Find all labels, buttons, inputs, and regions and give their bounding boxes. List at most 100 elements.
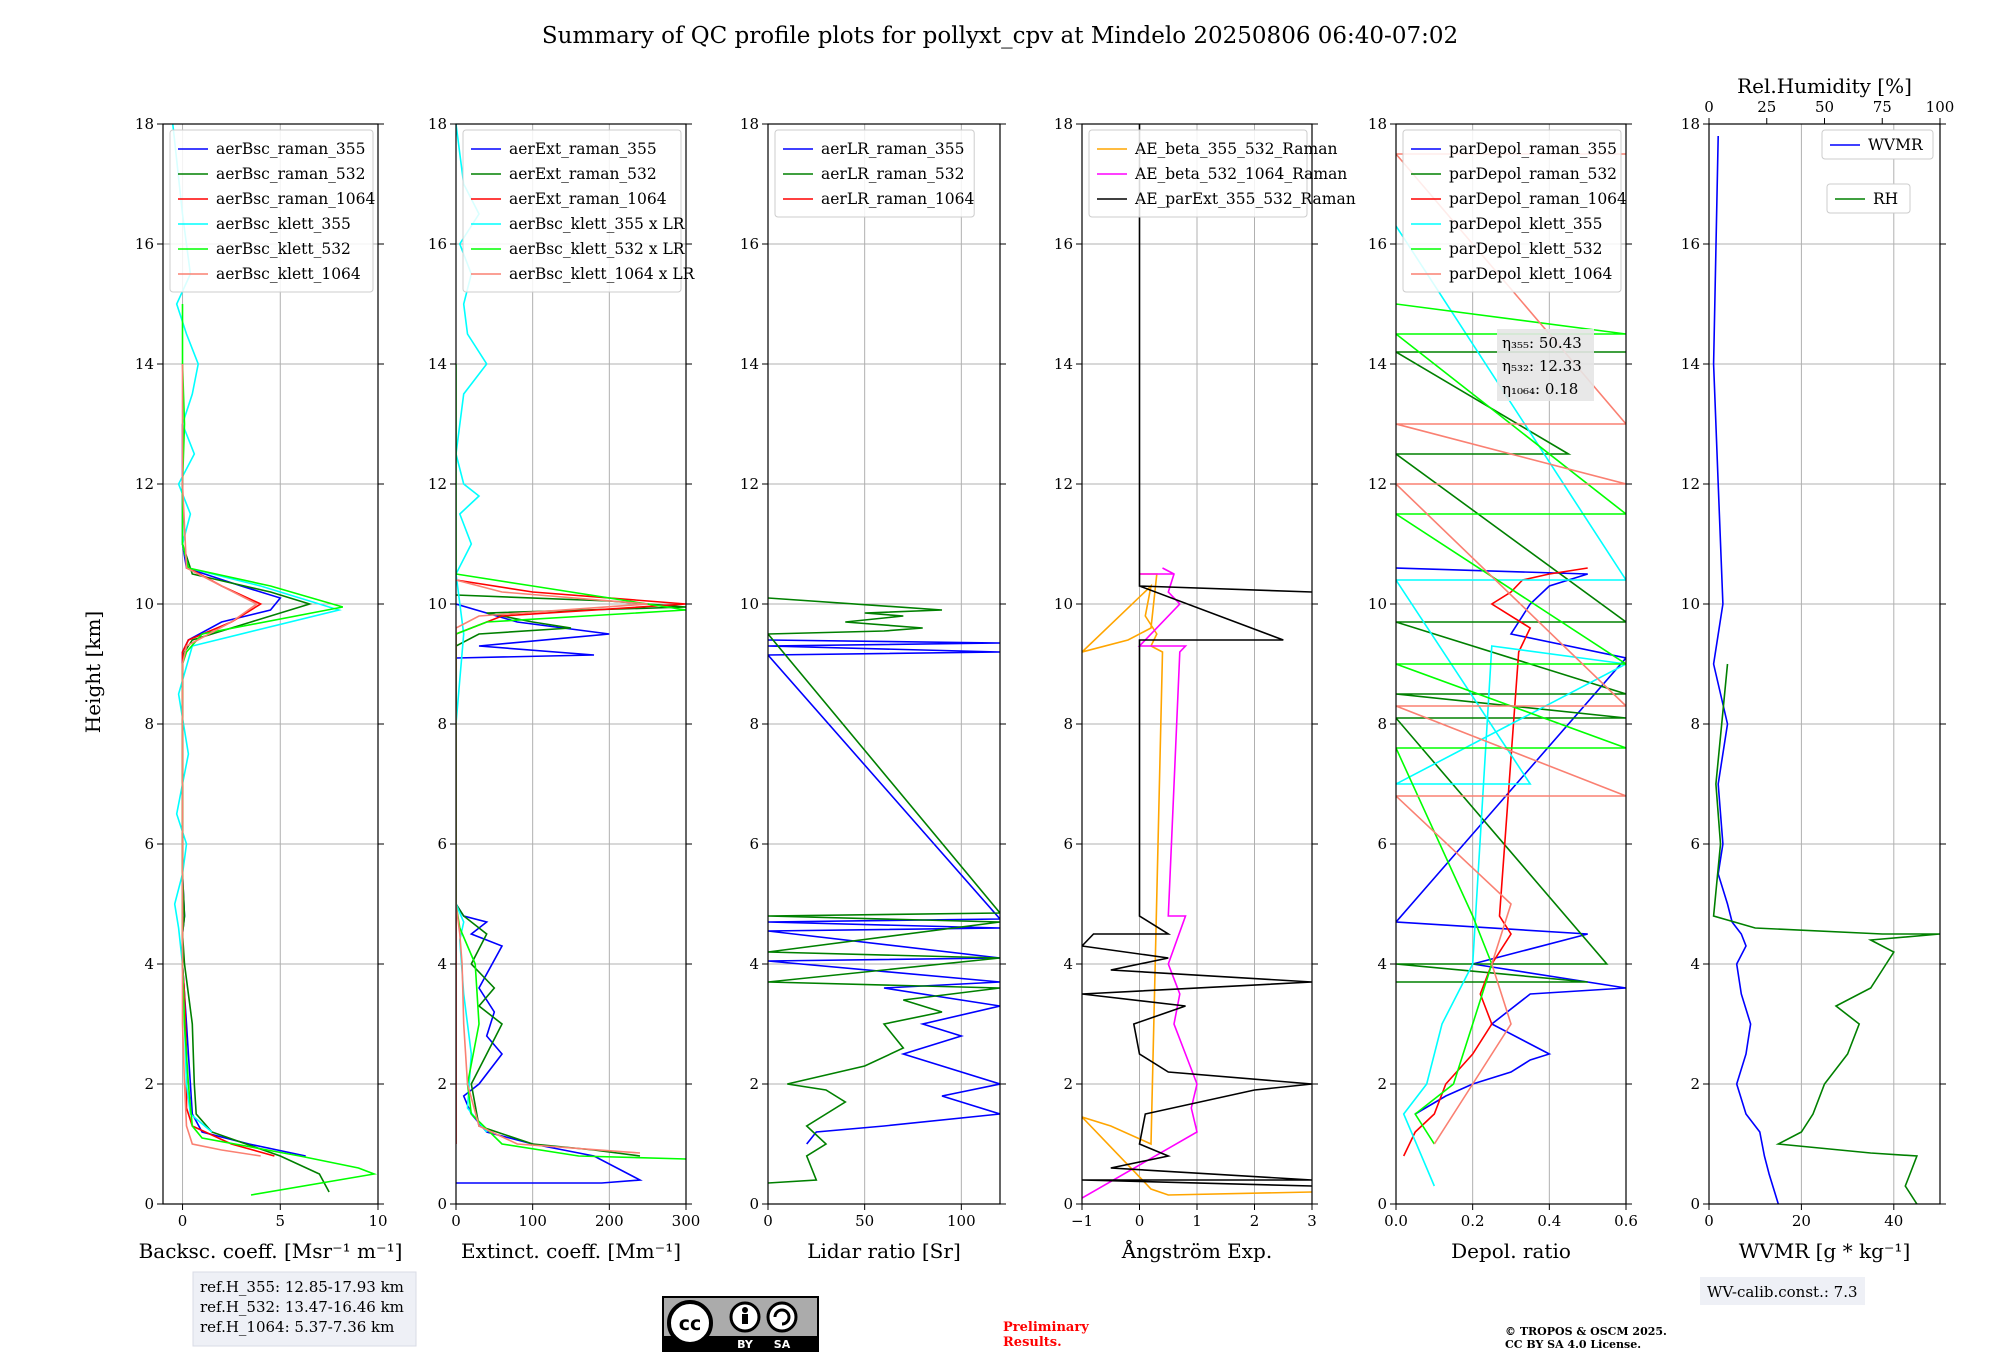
x-tick-label-2: 200	[595, 1212, 624, 1230]
y-tick-label-2: 4	[1377, 955, 1387, 973]
y-tick-label-3: 6	[144, 835, 154, 853]
chart-bsc: 0 5 10 0 2 4 6 8 10 12 14 16 18 Backsc. coeff. [Msr⁻¹…	[135, 115, 402, 1263]
x-axis-label: Ångström Exp.	[1121, 1238, 1272, 1263]
series-line-aerBsc_klett_1064	[181, 364, 261, 1157]
legend-label-0: WVMR	[1868, 136, 1924, 154]
preliminary-line2: Results.	[1003, 1335, 1062, 1350]
y-tick-label-5: 10	[740, 595, 759, 613]
y-tick-label-6: 12	[1681, 475, 1700, 493]
ref-height-box-bg	[192, 1271, 417, 1347]
y-tick-label-3: 6	[749, 835, 759, 853]
wv-calib-text: WV-calib.const.: 7.3	[1707, 1283, 1858, 1301]
legend-label-1: aerExt_raman_532	[509, 165, 657, 183]
legend-label-0: AE_beta_355_532_Raman	[1134, 140, 1337, 158]
axes-frame	[767, 123, 1001, 1205]
y-tick-label-9: 18	[428, 115, 447, 133]
chart-series-group	[1396, 153, 1626, 1187]
eta-label-2: η₁₀₆₄: 0.18	[1502, 380, 1578, 398]
series-line-parDepol_raman_355	[1396, 567, 1626, 1115]
x-tick-label-0: 0	[451, 1212, 461, 1230]
legend-label-5: parDepol_klett_1064	[1449, 265, 1612, 283]
legend-label-3: aerBsc_klett_355	[216, 215, 351, 233]
legend-label-2: AE_parExt_355_532_Raman	[1134, 190, 1356, 208]
x-tick-label-1: 50	[855, 1212, 874, 1230]
y-tick-label-7: 14	[1054, 355, 1073, 373]
y-tick-label-1: 2	[1063, 1075, 1073, 1093]
chart-series-group	[172, 124, 378, 1196]
x-tick-label-0: 0	[178, 1212, 188, 1230]
chart-series-group	[1712, 135, 1940, 1204]
y-tick-label-0: 0	[1063, 1195, 1073, 1213]
y-tick-label-8: 16	[1054, 235, 1073, 253]
legend-label-3: parDepol_klett_355	[1449, 215, 1602, 233]
x2-axis-label: Rel.Humidity [%]	[1737, 74, 1912, 98]
legend-box	[1088, 129, 1308, 218]
x-tick-label-1: 100	[518, 1212, 547, 1230]
legend-box	[169, 129, 374, 293]
axes-frame	[1395, 123, 1627, 1205]
legend-label-4: parDepol_klett_532	[1449, 240, 1602, 258]
chart-series-group	[768, 597, 1000, 1184]
y-tick-label-7: 14	[1368, 355, 1387, 373]
y-tick-label-2: 4	[1063, 955, 1073, 973]
series-line-aerLR_raman_532	[768, 597, 1000, 1184]
chart-wv: 0 20 40 0 2 4 6 8 10 12 14 16 18 WVMR [g * kg⁻¹] 0 25 50…	[1681, 74, 1954, 1263]
legend-label-1: aerBsc_raman_532	[216, 165, 366, 183]
y-tick-label-9: 18	[1681, 115, 1700, 133]
y-tick-label-0: 0	[437, 1195, 447, 1213]
x-tick-label-3: 300	[672, 1212, 701, 1230]
series-line-WVMR	[1712, 135, 1780, 1204]
y-tick-label-3: 6	[437, 835, 447, 853]
series-line-parDepol_raman_532	[1396, 351, 1626, 983]
chart-series-group	[456, 124, 686, 1184]
legend-box-0	[1821, 129, 1934, 160]
legend-label-5: aerBsc_klett_1064	[216, 265, 361, 283]
legend-label-4: aerBsc_klett_532	[216, 240, 351, 258]
axes-frame	[1708, 123, 1941, 1205]
y-tick-label-4: 8	[437, 715, 447, 733]
x-tick-label-1: 20	[1792, 1212, 1811, 1230]
x-tick-label-0: 0	[763, 1212, 773, 1230]
cc-icon	[667, 1300, 713, 1346]
y-tick-label-0: 0	[749, 1195, 759, 1213]
series-line-parDepol_klett_355	[1396, 225, 1626, 1187]
legend-label-1: parDepol_raman_532	[1449, 165, 1617, 183]
y-tick-label-1: 2	[749, 1075, 759, 1093]
y-tick-label-6: 12	[135, 475, 154, 493]
y-tick-label-5: 10	[1681, 595, 1700, 613]
x2-tick-label-3: 75	[1873, 98, 1892, 116]
chart-series-group	[1082, 124, 1312, 1199]
eta-label-1: η₅₃₂: 12.33	[1502, 357, 1582, 375]
y-tick-label-6: 12	[428, 475, 447, 493]
y-tick-label-4: 8	[749, 715, 759, 733]
ref-height-532: ref.H_532: 13.47-16.46 km	[200, 1298, 404, 1316]
x-axis-label: Depol. ratio	[1451, 1239, 1571, 1263]
series-line-aerLR_raman_355	[768, 639, 1000, 1145]
sa-icon	[766, 1301, 798, 1333]
legend-label-3: aerBsc_klett_355 x LR	[509, 215, 686, 233]
legend-label-0: aerBsc_raman_355	[216, 140, 366, 158]
by-icon-body	[742, 1314, 748, 1324]
series-line-aerBsc_raman_355	[181, 424, 306, 1157]
legend-label-5: aerBsc_klett_1064 x LR	[509, 265, 696, 283]
x-tick-label-2: 40	[1884, 1212, 1903, 1230]
x-tick-label-3: 0.6	[1614, 1212, 1638, 1230]
y-tick-label-4: 8	[1063, 715, 1073, 733]
legend-label-2: aerExt_raman_1064	[509, 190, 667, 208]
copyright-line2: CC BY SA 4.0 License.	[1505, 1338, 1641, 1351]
series-line-aerBsc_klett_355	[172, 124, 342, 1133]
y-tick-label-9: 18	[1054, 115, 1073, 133]
copyright-line1: © TROPOS & OSCM 2025.	[1505, 1325, 1667, 1338]
y-tick-label-3: 6	[1063, 835, 1073, 853]
series-line-aerBsc_klett_532	[181, 304, 378, 1196]
chart-lr: 0 50 100 0 2 4 6 8 10 12 14 16 18 Lidar ratio [Sr] aer…	[740, 115, 1006, 1263]
legend-label-2: aerLR_raman_1064	[821, 190, 974, 208]
y-tick-label-7: 14	[740, 355, 759, 373]
y-tick-label-1: 2	[1377, 1075, 1387, 1093]
wv-calib-box: WV-calib.const.: 7.3	[1700, 1277, 1865, 1305]
legend-box	[1402, 129, 1622, 293]
y-tick-label-6: 12	[740, 475, 759, 493]
series-line-aerBsc_raman_532	[181, 543, 330, 1193]
y-tick-label-5: 10	[135, 595, 154, 613]
eta-label-0: η₃₅₅: 50.43	[1502, 334, 1582, 352]
